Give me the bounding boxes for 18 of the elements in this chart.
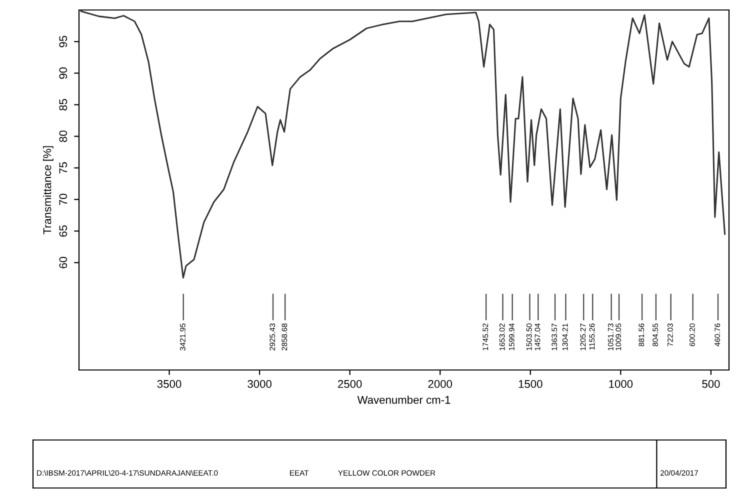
y-axis-title: Transmittance [%] [43,146,54,234]
y-tick-label: 85 [59,99,68,110]
x-tick-label: 3500 [157,380,182,388]
x-tick-label: 3000 [248,380,272,388]
x-tick-label: 2500 [338,380,362,388]
y-tick-label: 90 [59,67,68,79]
x-axis-title: Wavenumber cm-1 [357,396,450,404]
y-tick-label: 60 [59,256,68,268]
y-tick-label: 95 [59,36,68,48]
y-tick-label: 65 [59,225,68,237]
y-tick-label: 75 [59,162,68,174]
x-tick-label: 1500 [518,380,542,388]
y-tick-label: 80 [59,130,68,142]
y-tick-label: 70 [59,194,68,206]
x-tick-label: 500 [702,380,720,388]
x-tick-label: 1000 [609,380,633,388]
line-series [80,10,726,279]
x-tick-label: 2000 [428,380,452,388]
